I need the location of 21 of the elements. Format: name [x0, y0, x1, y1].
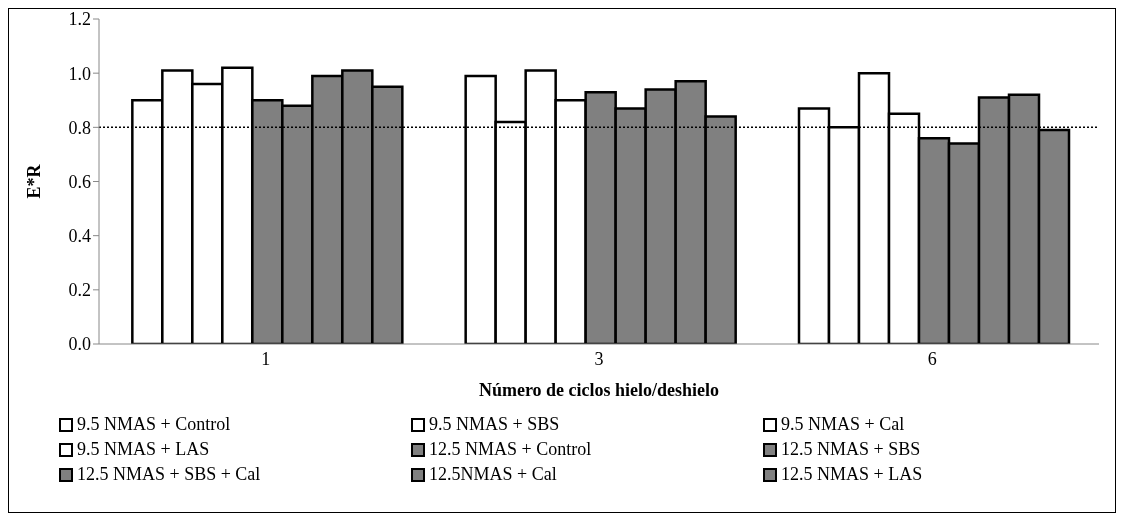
y-tick-label: 0.4 [68, 226, 91, 247]
legend-label: 9.5 NMAS + SBS [429, 414, 560, 435]
legend-label: 12.5 NMAS + SBS [781, 439, 921, 460]
y-tick-label: 0.2 [68, 280, 91, 301]
legend-label: 9.5 NMAS + Cal [781, 414, 905, 435]
legend-label: 12.5NMAS + Cal [429, 464, 557, 485]
legend-label: 12.5 NMAS + LAS [781, 464, 923, 485]
legend-label: 9.5 NMAS + Control [77, 414, 231, 435]
x-tick-label: 6 [927, 348, 937, 369]
y-tick-label: 0.0 [68, 334, 91, 355]
x-tick-label: 1 [261, 348, 271, 369]
y-tick-label: 1.2 [68, 9, 91, 30]
legend-label: 12.5 NMAS + Control [429, 439, 592, 460]
x-axis-title: Número de ciclos hielo/deshielo [478, 380, 720, 400]
y-axis-title: E*R [24, 163, 45, 199]
legend-label: 9.5 NMAS + LAS [77, 439, 210, 460]
x-tick-label: 3 [594, 348, 604, 369]
y-tick-label: 0.6 [68, 171, 91, 192]
y-tick-label: 0.8 [68, 117, 91, 138]
y-tick-label: 1.0 [68, 63, 91, 84]
legend-label: 12.5 NMAS + SBS + Cal [77, 464, 261, 485]
